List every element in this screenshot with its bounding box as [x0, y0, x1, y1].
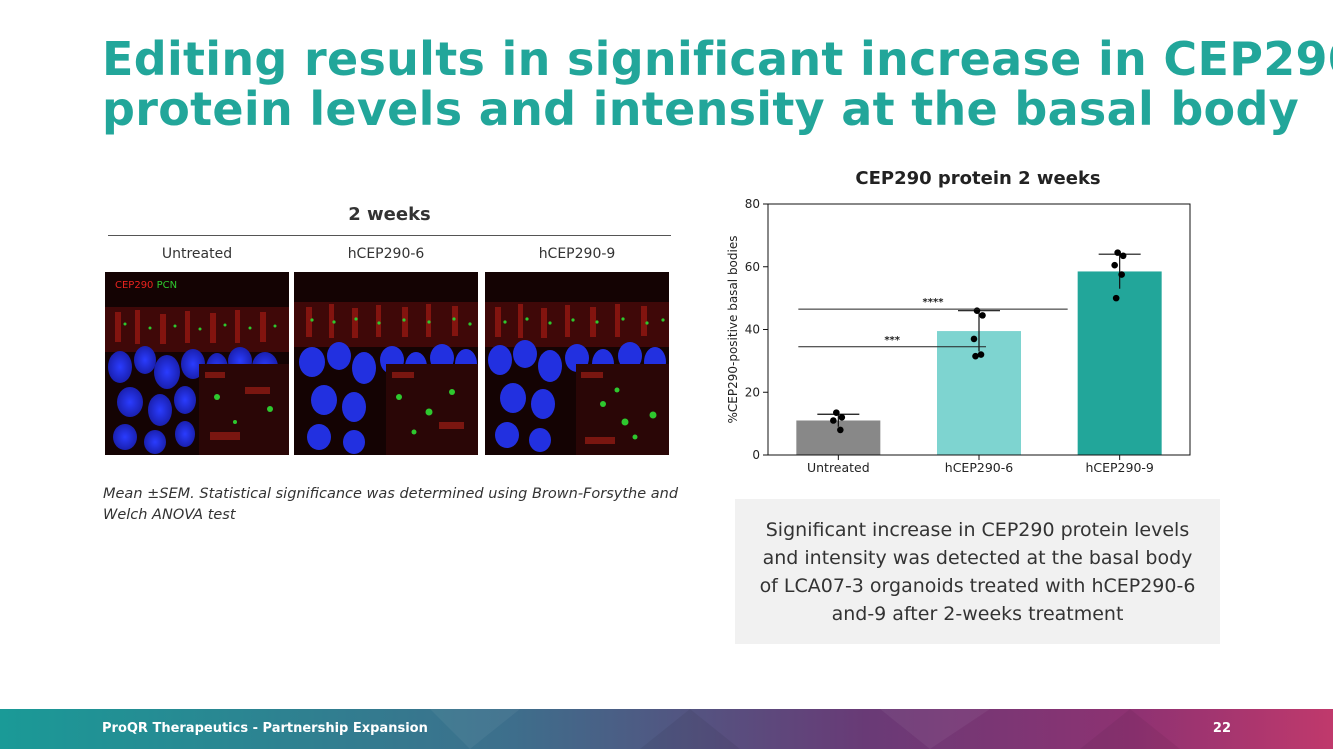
- data-point-1-2: [970, 335, 978, 343]
- data-point-1-1: [979, 312, 986, 319]
- data-point-1-0: [973, 307, 981, 314]
- data-point-0-2: [830, 417, 837, 424]
- data-point-0-0: [833, 409, 840, 416]
- data-point-0-1: [838, 414, 846, 421]
- y-tick-label-1: 20: [745, 385, 760, 399]
- micrograph-hcep290-9-image: [485, 272, 669, 455]
- stain-label-cep290: CEP290: [115, 280, 154, 291]
- data-point-1-3: [977, 351, 985, 358]
- statistics-footnote: Mean ±SEM. Statistical significance was …: [103, 486, 679, 523]
- x-tick-label-2: hCEP290-9: [1085, 460, 1153, 475]
- micrograph-untreated-image: [105, 272, 289, 455]
- significance-label-0: ***: [884, 335, 900, 346]
- data-point-2-4: [1112, 294, 1120, 302]
- slide-title-line-2: protein levels and intensity at the basa…: [102, 82, 1299, 136]
- slide-title-line-1: Editing results in significant increase …: [102, 32, 1333, 86]
- callout-text: Significant increase in CEP290 protein l…: [759, 518, 1196, 625]
- column-label-hcep290-9: hCEP290-9: [538, 246, 616, 262]
- micrograph-hcep290-6-image: [294, 272, 478, 455]
- callout-box: Significant increase in CEP290 protein l…: [735, 499, 1220, 644]
- y-axis-label: %CEP290-positive basal bodies: [726, 236, 740, 424]
- chart-title: CEP290 protein 2 weeks: [855, 168, 1101, 189]
- stain-label-pcn: PCN: [156, 280, 178, 291]
- data-point-2-1: [1119, 252, 1127, 260]
- y-tick-label-3: 60: [745, 260, 760, 274]
- x-tick-label-1: hCEP290-6: [945, 460, 1013, 475]
- footer-texture: [430, 709, 1180, 749]
- image-panel-title: 2 weeks: [348, 204, 431, 225]
- y-tick-label-2: 40: [745, 323, 760, 337]
- x-tick-label-0: Untreated: [807, 460, 870, 475]
- y-tick-label-0: 0: [752, 448, 760, 462]
- column-label-untreated: Untreated: [161, 246, 233, 262]
- micrograph-hcep290-6: [294, 272, 478, 455]
- significance-label-1: ****: [923, 297, 945, 308]
- micrograph-untreated: CEP290 PCN: [105, 272, 289, 455]
- micrograph-hcep290-9: [485, 272, 669, 455]
- footer-company-label: ProQR Therapeutics - Partnership Expansi…: [102, 721, 428, 736]
- footer-bar: ProQR Therapeutics - Partnership Expansi…: [0, 709, 1333, 749]
- bar-1: [937, 331, 1021, 455]
- data-point-0-3: [837, 426, 844, 434]
- image-panel-divider: [108, 235, 671, 236]
- column-label-hcep290-6: hCEP290-6: [347, 246, 425, 262]
- y-tick-label-4: 80: [745, 197, 760, 211]
- data-point-2-2: [1111, 261, 1118, 269]
- page-number: 22: [1212, 721, 1231, 736]
- data-point-1-4: [972, 352, 979, 360]
- data-point-2-0: [1114, 249, 1121, 256]
- data-point-2-3: [1118, 271, 1125, 278]
- bar-2: [1077, 271, 1162, 455]
- slide-title: Editing results in significant increase …: [102, 32, 1333, 136]
- stain-legend: CEP290 PCN: [115, 280, 177, 291]
